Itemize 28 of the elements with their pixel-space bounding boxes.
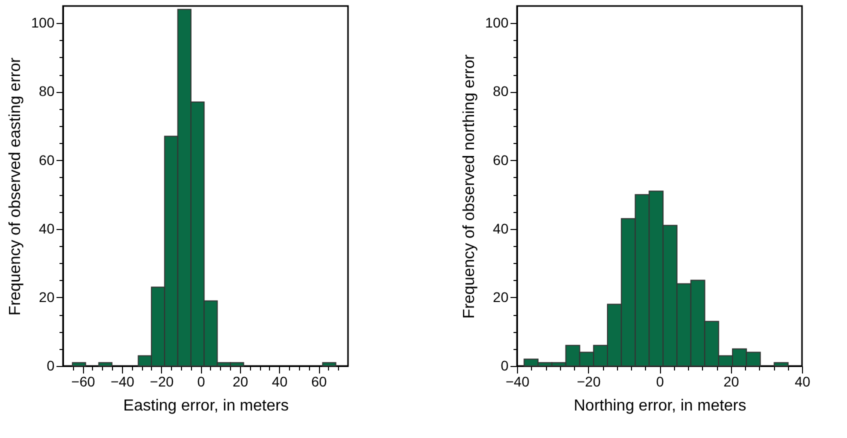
x-axis-title: Northing error, in meters	[574, 398, 746, 414]
y-tick-label: 60	[492, 152, 509, 168]
y-tick-label: 20	[38, 288, 55, 305]
x-tick-label: 40	[794, 374, 810, 390]
y-tick-label: 80	[492, 83, 509, 100]
x-tick-label: −40	[110, 374, 135, 390]
x-tick-label: −20	[150, 374, 174, 390]
x-tick-label: 20	[723, 374, 740, 390]
y-tick-label: 100	[31, 14, 55, 31]
x-tick-label: 20	[232, 374, 248, 390]
y-tick-label: 100	[485, 14, 509, 31]
y-axis-title: Frequency of observed easting error	[7, 56, 24, 316]
y-tick-label: 60	[38, 152, 55, 168]
x-axis-title: Easting error, in meters	[123, 398, 289, 414]
y-tick-label: 0	[46, 358, 55, 374]
x-tick-label: 60	[311, 374, 328, 390]
x-tick-label: 0	[197, 374, 206, 390]
y-tick-label: 40	[38, 220, 55, 236]
x-tick-label: −60	[71, 374, 96, 390]
x-tick-label: −40	[506, 374, 530, 390]
x-tick-label: 40	[272, 374, 288, 390]
x-tick-label: −20	[576, 374, 601, 390]
y-axis-title: Frequency of observed northing error	[461, 54, 478, 319]
y-tick-label: 40	[492, 220, 509, 236]
x-tick-label: 0	[656, 374, 664, 390]
y-tick-label: 20	[492, 288, 509, 305]
y-tick-label: 0	[500, 358, 509, 374]
y-tick-label: 80	[38, 83, 55, 100]
